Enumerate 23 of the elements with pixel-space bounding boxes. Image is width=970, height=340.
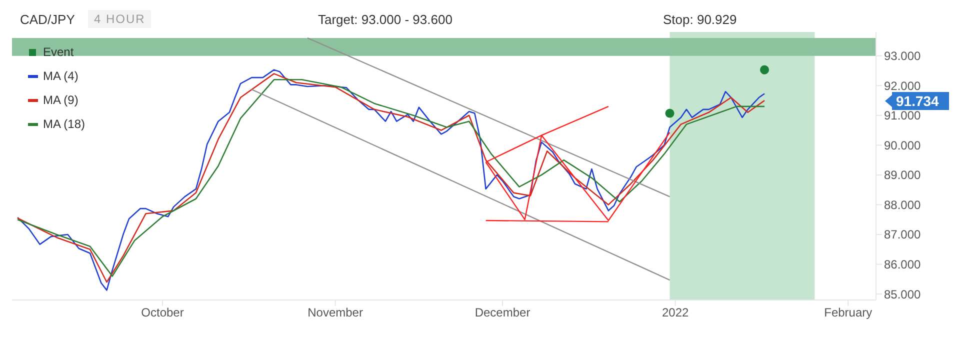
legend-label: MA (4) — [43, 69, 78, 83]
y-tick-label: 90.000 — [884, 138, 922, 152]
y-tick-label: 89.000 — [884, 168, 922, 182]
chart-title: CAD/JPY — [20, 12, 75, 27]
x-tick-label: October — [141, 306, 184, 320]
chart-subtitle: 4 HOUR — [88, 10, 152, 28]
text: Target: 93.000 - 93.600 — [318, 12, 452, 27]
y-tick-label: 91.000 — [884, 108, 922, 123]
legend-label: Event — [43, 45, 74, 59]
y-tick-label: 93.000 — [884, 49, 922, 64]
y-tick-label: 92.000 — [884, 78, 922, 93]
legend-label: MA (9) — [43, 93, 78, 107]
y-tick-label: 86.000 — [884, 258, 922, 272]
x-tick-label: February — [824, 306, 872, 320]
y-tick-label: 87.000 — [884, 228, 922, 242]
text: 91.734 — [892, 92, 949, 110]
x-tick-label: December — [474, 306, 530, 320]
x-tick-label: 2022 — [662, 306, 689, 320]
text: Stop: 90.929 — [663, 12, 737, 27]
legend-label: MA (18) — [43, 117, 86, 131]
y-tick-label: 85.000 — [884, 287, 922, 302]
x-tick-label: November — [308, 306, 363, 320]
y-tick-label: 88.000 — [884, 198, 922, 212]
